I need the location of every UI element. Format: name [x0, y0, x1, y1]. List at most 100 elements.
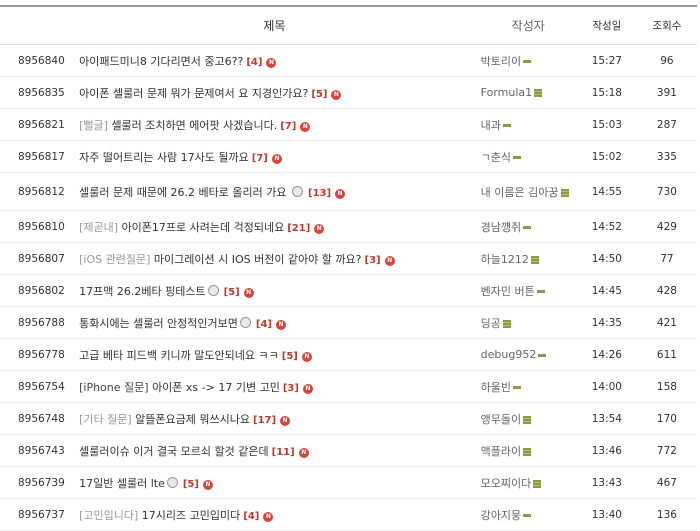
post-title-link[interactable]: 자주 떨어트리는 사람 17사도 될까요: [79, 150, 249, 164]
comment-count[interactable]: [7]: [251, 152, 268, 164]
author-name[interactable]: 하울빈: [480, 380, 512, 394]
view-count: 467: [636, 466, 697, 499]
post-title-link[interactable]: 아이폰 xs -> 17 기변 고민: [152, 380, 280, 394]
post-title-cell[interactable]: [iPhone 질문] 아이폰 xs -> 17 기변 고민 [3] N: [79, 370, 471, 403]
post-title-link[interactable]: 알뜰폰요금제 뭐쓰시나요: [135, 412, 250, 426]
comment-count[interactable]: [4]: [243, 510, 260, 522]
author-cell[interactable]: 경남꺵쥐: [470, 210, 577, 243]
post-title-cell[interactable]: 아이패드미니8 기다리면서 중고6?? [4] N: [79, 44, 471, 77]
comment-count[interactable]: [4]: [255, 318, 273, 330]
comment-count[interactable]: [5]: [281, 350, 298, 362]
post-title-link[interactable]: 고급 베타 피드백 키니까 말도안되네요 ㅋㅋ: [79, 348, 279, 362]
new-badge-icon: N: [271, 153, 282, 164]
post-title-cell[interactable]: 자주 떨어트리는 사람 17사도 될까요 [7] N: [79, 140, 471, 173]
author-cell[interactable]: 하늘1212: [470, 242, 577, 275]
user-level-icon: [502, 319, 511, 328]
post-title-cell[interactable]: [기타 질문] 알뜰폰요금제 뭐쓰시나요 [17] N: [79, 402, 471, 435]
table-row: 8956802 17프맥 26.2베타 핑테스트 [5] N 벤자민 버튼 14:45 42…: [0, 274, 697, 307]
author-cell[interactable]: Formula1: [470, 76, 577, 109]
comment-count[interactable]: [3]: [282, 382, 299, 394]
post-title-link[interactable]: 아이폰17프로 사려는데 걱정되네요: [121, 220, 285, 234]
author-name[interactable]: 딩공: [480, 316, 501, 330]
post-title-cell[interactable]: 셀룰러 문제 때문에 26.2 베타로 올리러 가요 [13] N: [79, 172, 471, 211]
post-date: 14:50: [576, 242, 637, 275]
post-title-link[interactable]: 셀룰러 문제 때문에 26.2 베타로 올리러 가요: [79, 185, 290, 199]
comment-count[interactable]: [5]: [223, 286, 240, 298]
post-title-cell[interactable]: [iOS 관련질문] 마이그레이션 시 IOS 버전이 같아야 할 까요? [3]…: [79, 242, 471, 275]
post-date: 14:45: [576, 274, 637, 307]
post-title-cell[interactable]: 17일반 셀룰러 lte [5] N: [79, 466, 471, 499]
comment-count[interactable]: [5]: [311, 88, 328, 100]
post-title-link[interactable]: 아이패드미니8 기다리면서 중고6??: [79, 54, 244, 68]
post-title-link[interactable]: 셀룰러이슈 이거 결국 모르쇠 할것 같은데: [79, 444, 269, 458]
comment-count[interactable]: [7]: [280, 120, 297, 132]
post-category[interactable]: [기타 질문]: [79, 412, 132, 426]
post-title-cell[interactable]: 고급 베타 피드백 키니까 말도안되네요 ㅋㅋ [5] N: [79, 338, 471, 371]
comment-count[interactable]: [21]: [287, 222, 311, 234]
post-category[interactable]: [iPhone 질문]: [79, 380, 149, 394]
post-title-link[interactable]: 통화시에는 셀룰러 안정적인거보면: [79, 316, 238, 330]
author-name[interactable]: 경남꺵쥐: [480, 220, 522, 234]
author-name[interactable]: 앵무돌이: [480, 412, 522, 426]
author-name[interactable]: ㄱ춘식: [480, 150, 512, 164]
post-title-cell[interactable]: [고민입니다] 17시리즈 고민입미다 [4] N: [79, 498, 471, 531]
post-category[interactable]: [iOS 관련질문]: [79, 252, 151, 266]
author-cell[interactable]: 내과: [470, 108, 577, 141]
post-number: 8956778: [0, 338, 80, 371]
author-cell[interactable]: debug952: [470, 338, 577, 371]
post-number: 8956748: [0, 402, 80, 435]
post-title-cell[interactable]: 셀룰러이슈 이거 결국 모르쇠 할것 같은데 [11] N: [79, 434, 471, 467]
comment-count[interactable]: [11]: [271, 446, 295, 458]
author-cell[interactable]: 모오찌이다: [470, 466, 577, 499]
author-cell[interactable]: 박토리이: [470, 44, 577, 77]
author-cell[interactable]: 벤자민 버튼: [470, 274, 577, 307]
author-cell[interactable]: 강아지뭉: [470, 498, 577, 531]
author-cell[interactable]: 딩공: [470, 306, 577, 339]
author-name[interactable]: Formula1: [480, 86, 533, 99]
post-category[interactable]: [뻘글]: [79, 118, 108, 132]
author-name[interactable]: 하늘1212: [480, 252, 529, 266]
user-level-icon: [538, 353, 547, 357]
comment-count[interactable]: [13]: [308, 187, 332, 199]
post-date: 13:43: [576, 466, 637, 499]
author-cell[interactable]: 하울빈: [470, 370, 577, 403]
post-title-link[interactable]: 셀룰러 조치하면 에어팟 사겠습니다.: [111, 118, 278, 132]
post-title-cell[interactable]: [뻘글] 셀룰러 조치하면 에어팟 사겠습니다. [7] N: [79, 108, 471, 141]
post-title-cell[interactable]: 아이폰 셀룰러 문제 뭐가 문제여서 요 지경인가요? [5] N: [79, 76, 471, 109]
post-title-link[interactable]: 17일반 셀룰러 lte: [79, 476, 165, 490]
view-count: 611: [636, 338, 697, 371]
post-category[interactable]: [제곧내]: [79, 220, 119, 234]
author-cell[interactable]: ㄱ춘식: [470, 140, 577, 173]
author-name[interactable]: 내 이름은 김아꿍: [480, 185, 559, 199]
post-number: 8956810: [0, 210, 80, 243]
view-count: 391: [636, 76, 697, 109]
author-cell[interactable]: 맥플라이: [470, 434, 577, 467]
author-name[interactable]: 맥플라이: [480, 444, 522, 458]
author-name[interactable]: 벤자민 버튼: [480, 284, 535, 298]
post-title-link[interactable]: 마이그레이션 시 IOS 버전이 같아야 할 까요?: [153, 252, 362, 266]
user-level-icon: [502, 124, 511, 127]
author-cell[interactable]: 내 이름은 김아꿍: [470, 172, 577, 211]
post-title-cell[interactable]: [제곧내] 아이폰17프로 사려는데 걱정되네요 [21] N: [79, 210, 471, 243]
view-count: 335: [636, 140, 697, 173]
post-title-link[interactable]: 17시리즈 고민입미다: [141, 508, 241, 522]
author-name[interactable]: 강아지뭉: [480, 508, 522, 522]
comment-count[interactable]: [3]: [364, 254, 381, 266]
author-name[interactable]: 박토리이: [480, 54, 522, 68]
post-title-link[interactable]: 17프맥 26.2베타 핑테스트: [79, 284, 206, 298]
author-cell[interactable]: 앵무돌이: [470, 402, 577, 435]
comment-count[interactable]: [5]: [182, 478, 199, 490]
comment-count[interactable]: [4]: [246, 56, 263, 68]
new-badge-icon: N: [301, 351, 312, 362]
author-name[interactable]: 내과: [480, 118, 501, 132]
author-name[interactable]: debug952: [480, 348, 537, 361]
post-title-cell[interactable]: 통화시에는 셀룰러 안정적인거보면 [4] N: [79, 306, 471, 339]
table-row: 8956812 셀룰러 문제 때문에 26.2 베타로 올리러 가요 [13] N 내…: [0, 172, 697, 211]
post-title-cell[interactable]: 17프맥 26.2베타 핑테스트 [5] N: [79, 274, 471, 307]
post-title-link[interactable]: 아이폰 셀룰러 문제 뭐가 문제여서 요 지경인가요?: [79, 86, 309, 100]
post-category[interactable]: [고민입니다]: [79, 508, 139, 522]
comment-count[interactable]: [17]: [253, 414, 277, 426]
author-name[interactable]: 모오찌이다: [480, 476, 532, 490]
table-row: 8956835 아이폰 셀룰러 문제 뭐가 문제여서 요 지경인가요? [5] N Fo…: [0, 76, 697, 109]
